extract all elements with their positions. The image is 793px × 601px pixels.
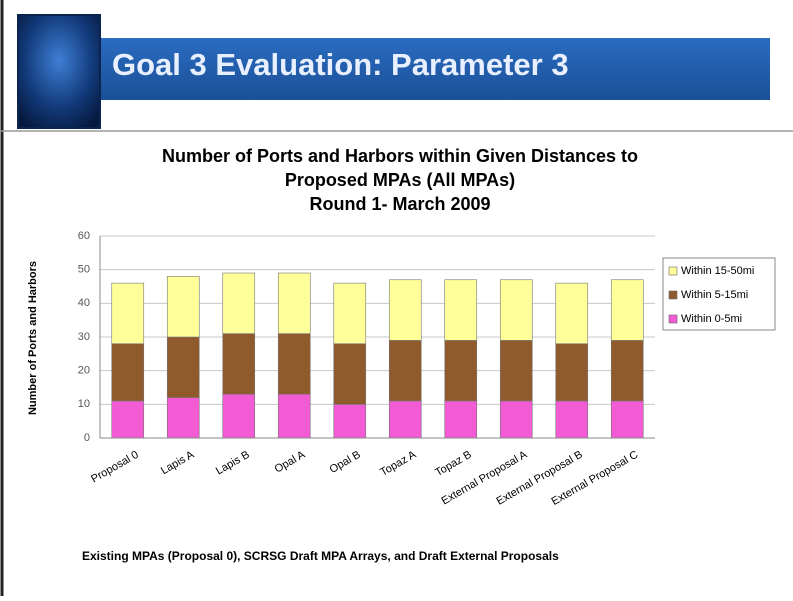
bar-segment [445, 340, 477, 401]
y-tick-label: 50 [78, 264, 90, 276]
bar-segment [334, 404, 366, 438]
x-axis-label: Existing MPAs (Proposal 0), SCRSG Draft … [82, 549, 559, 563]
y-tick-label: 10 [78, 398, 90, 410]
bar-segment [278, 334, 310, 395]
bar-segment [112, 283, 144, 344]
bar-segment [278, 273, 310, 334]
bar-segment [223, 334, 255, 395]
bar-segment [556, 401, 588, 438]
bar-segment [389, 280, 421, 341]
bar-segment [445, 401, 477, 438]
y-axis-label: Number of Ports and Harbors [27, 261, 39, 415]
legend-label: Within 5-15mi [681, 289, 748, 301]
bar-segment [500, 401, 532, 438]
bar-segment [500, 340, 532, 401]
bar-segment [389, 340, 421, 401]
bar-segment [112, 401, 144, 438]
y-tick-label: 60 [78, 230, 90, 242]
legend-label: Within 15-50mi [681, 265, 754, 277]
bar-segment [611, 340, 643, 401]
bar-segment [278, 394, 310, 438]
bar-segment [556, 344, 588, 401]
bar-segment [167, 398, 199, 438]
chart-title: Proposed MPAs (All MPAs) [285, 170, 515, 190]
bar-segment [611, 401, 643, 438]
y-tick-label: 20 [78, 365, 90, 377]
page: {"header": {"title": "Goal 3 Evaluation:… [0, 0, 793, 601]
y-tick-label: 40 [78, 297, 90, 309]
bar-segment [223, 273, 255, 334]
header-image [18, 15, 100, 128]
bar-segment [445, 280, 477, 341]
slide: Goal 3 Evaluation: Parameter 3 Number of… [0, 0, 793, 596]
legend-swatch [669, 291, 677, 299]
bar-segment [112, 344, 144, 401]
legend-swatch [669, 315, 677, 323]
bar-segment [334, 283, 366, 344]
bar-segment [167, 337, 199, 398]
bar-segment [556, 283, 588, 344]
bar-segment [389, 401, 421, 438]
chart-title: Number of Ports and Harbors within Given… [162, 146, 638, 166]
bar-segment [334, 344, 366, 405]
legend-swatch [669, 267, 677, 275]
bar-segment [500, 280, 532, 341]
chart-title: Round 1- March 2009 [309, 194, 490, 214]
bar-segment [223, 394, 255, 438]
legend-label: Within 0-5mi [681, 313, 742, 325]
bar-segment [611, 280, 643, 341]
y-tick-label: 30 [78, 331, 90, 343]
bar-segment [167, 276, 199, 337]
y-tick-label: 0 [84, 432, 90, 444]
header-title: Goal 3 Evaluation: Parameter 3 [112, 47, 569, 82]
